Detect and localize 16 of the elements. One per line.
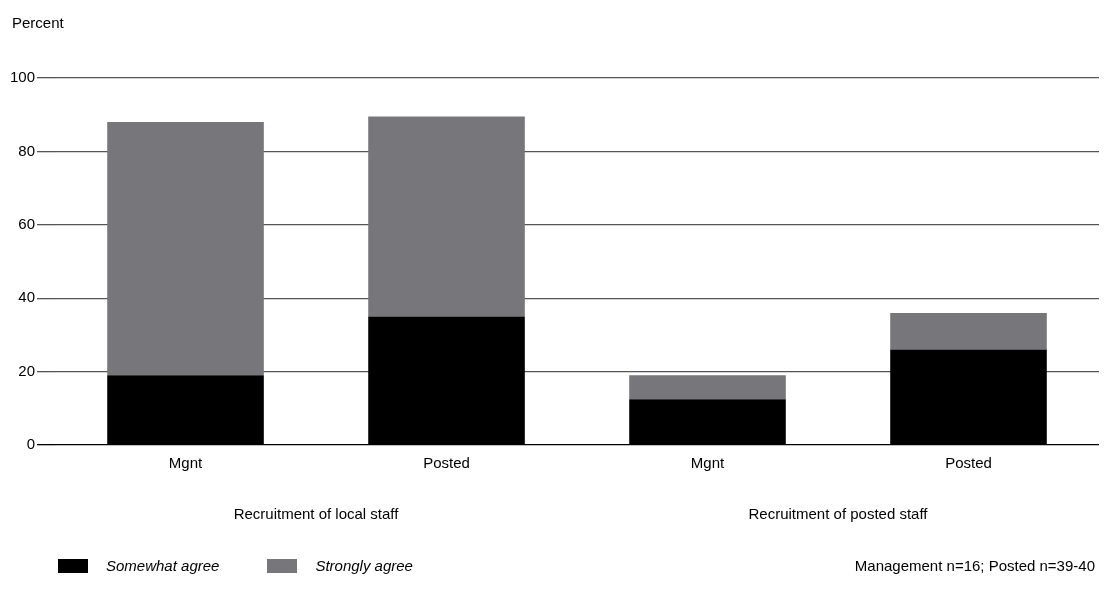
y-tick-label: 40 <box>18 288 36 306</box>
y-tick-label: 100 <box>10 68 36 86</box>
x-tick-label: Posted <box>945 454 992 472</box>
x-tick-label: Mgnt <box>168 454 204 472</box>
x-tick-label: Mgnt <box>690 454 726 472</box>
text: Management n=16; Posted n=39-40 <box>854 557 1095 574</box>
y-tick-label: 80 <box>18 141 36 159</box>
text: Recruitment of posted staff <box>748 504 929 522</box>
y-tick-label: 20 <box>18 361 36 379</box>
text: Recruitment of local staff <box>233 504 400 522</box>
legend-label: Strongly agree <box>315 557 413 574</box>
y-axis-title: Percent <box>12 13 65 31</box>
x-tick-label: Posted <box>423 454 470 472</box>
legend-label: Somewhat agree <box>106 557 220 574</box>
y-tick-label: 0 <box>26 435 36 453</box>
y-tick-label: 60 <box>18 214 36 232</box>
